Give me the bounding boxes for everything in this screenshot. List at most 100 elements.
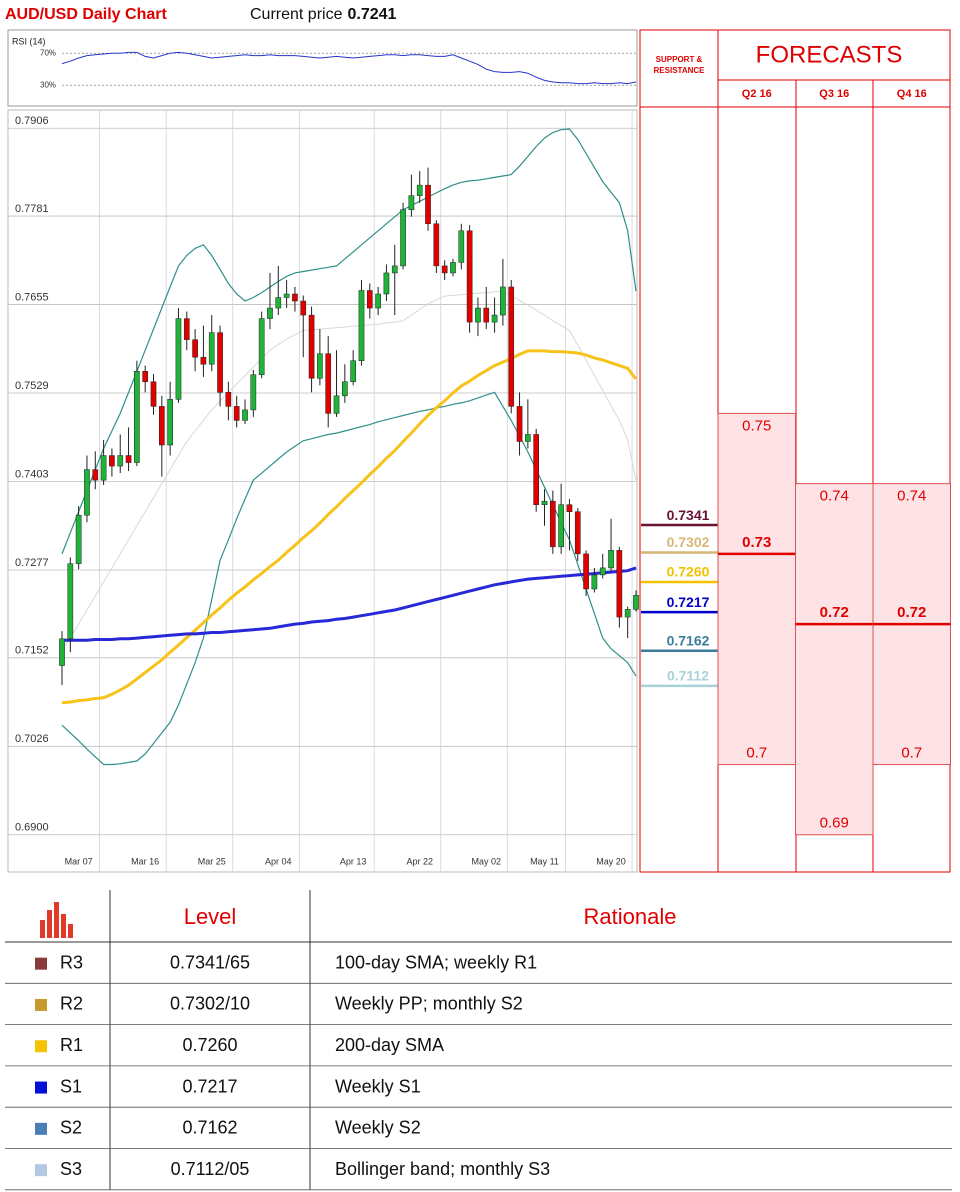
level-label: 0.7112 (667, 668, 709, 684)
candle-body (325, 353, 332, 414)
row-name: R3 (60, 952, 83, 972)
candle-body (358, 290, 365, 361)
candle-body (84, 469, 90, 516)
candle-body (283, 293, 290, 298)
table-header: Level (184, 904, 237, 929)
candle-body (242, 409, 248, 421)
rsi-line (61, 51, 637, 85)
candle-body (300, 300, 307, 316)
level-label: 0.7341 (667, 507, 710, 523)
candle-body (391, 265, 398, 274)
row-rationale: 200-day SMA (335, 1035, 444, 1055)
forecast-high: 0.74 (897, 488, 926, 505)
candle-body (125, 455, 132, 463)
table-header: Rationale (584, 904, 677, 929)
forecast-range (717, 412, 796, 766)
candle-body (608, 550, 614, 569)
candle-body (342, 381, 348, 397)
candle-body (533, 434, 540, 505)
x-tick-label: Apr 22 (406, 856, 433, 866)
row-swatch (35, 1122, 47, 1135)
candle-body (250, 374, 257, 411)
candle-body (117, 455, 124, 467)
forecast-high: 0.74 (820, 488, 849, 505)
y-tick-label: 70% (40, 48, 56, 57)
candle-body (67, 563, 74, 640)
candle-body (333, 395, 340, 414)
y-tick-label: 0.6900 (15, 822, 49, 834)
candle-body (208, 332, 215, 365)
candle-body (134, 371, 140, 463)
candle-body (383, 272, 390, 295)
row-name: R1 (60, 1035, 83, 1055)
candle-body (616, 550, 623, 618)
overlay-line (61, 391, 637, 766)
overlay-line (61, 349, 638, 705)
candle-body (425, 184, 431, 225)
y-tick-label: 0.7529 (15, 380, 49, 392)
y-tick-label: 0.7781 (15, 203, 49, 215)
row-name: R2 (60, 994, 83, 1014)
candle-body (624, 609, 631, 618)
candle-body (541, 500, 548, 505)
table-icon (40, 902, 73, 938)
forecast-mid-label: 0.72 (897, 604, 926, 621)
candle-body (142, 371, 149, 383)
candle-body (59, 638, 65, 666)
x-tick-label: Apr 13 (340, 856, 367, 866)
candle-body (525, 434, 531, 442)
x-tick-label: Apr 04 (265, 856, 292, 866)
candle-body (566, 504, 573, 512)
candle-body (558, 504, 564, 548)
candle-body (599, 567, 606, 576)
candle-body (75, 514, 82, 564)
rsi-panel (7, 29, 638, 107)
candle-body (416, 184, 423, 196)
forecast-mid-label: 0.72 (820, 604, 849, 621)
price-value: 0.7241 (347, 6, 396, 23)
y-tick-label: 0.7026 (15, 733, 49, 745)
y-tick-label: 0.7655 (15, 291, 49, 303)
candle-body (92, 469, 99, 481)
candle-body (450, 262, 456, 274)
quarter-label: Q3 16 (819, 88, 849, 100)
candle-body (591, 574, 598, 590)
row-name: S1 (60, 1076, 82, 1096)
forecast-mid-label: 0.73 (742, 534, 771, 551)
candle-body (433, 223, 440, 267)
row-level: 0.7162 (182, 1118, 237, 1138)
level-label: 0.7260 (667, 564, 710, 580)
candle-body (375, 293, 381, 309)
forecast-low: 0.7 (901, 745, 922, 762)
candle-body (258, 318, 265, 376)
candle-body (400, 209, 406, 267)
row-level: 0.7341/65 (170, 952, 250, 972)
candle-body (109, 455, 115, 467)
row-rationale: Weekly S1 (335, 1076, 421, 1096)
row-rationale: 100-day SMA; weekly R1 (335, 952, 537, 972)
x-tick-label: Mar 25 (198, 856, 226, 866)
candle-body (441, 265, 448, 274)
candle-body (167, 399, 173, 446)
row-rationale: Weekly PP; monthly S2 (335, 994, 523, 1014)
price-line: Current price 0.7241 (250, 6, 397, 23)
candle-body (500, 286, 506, 316)
price-label: Current price (250, 6, 343, 23)
candle-body (225, 392, 232, 407)
candle-body (366, 290, 373, 309)
y-tick-label: 0.7906 (15, 115, 49, 127)
candle-body (350, 360, 356, 383)
candle-body (516, 406, 523, 442)
y-tick-label: 0.7152 (15, 645, 49, 657)
level-label: 0.7302 (667, 534, 710, 550)
x-tick-label: May 11 (530, 856, 559, 866)
candle-body (233, 406, 240, 421)
candle-body (150, 381, 157, 407)
overlay-line (61, 128, 637, 555)
row-name: S3 (60, 1159, 82, 1179)
overlay-line (62, 566, 637, 642)
candle-body (192, 339, 198, 358)
x-tick-label: Mar 07 (65, 856, 93, 866)
forecast-high: 0.75 (742, 417, 771, 434)
